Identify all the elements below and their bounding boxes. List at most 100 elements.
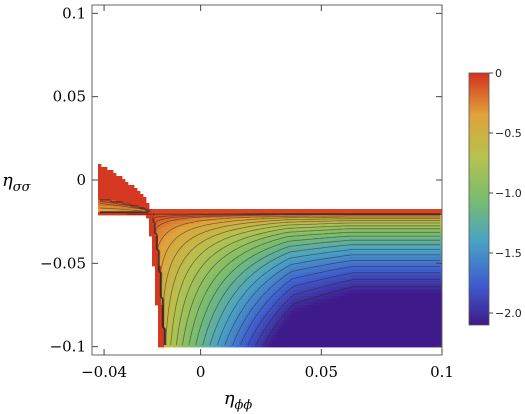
field-cell <box>179 269 183 273</box>
field-cell <box>275 263 279 267</box>
field-cell <box>410 230 414 234</box>
field-cell <box>437 236 441 240</box>
field-cell <box>311 290 315 294</box>
field-cell <box>371 338 375 342</box>
field-cell <box>284 257 288 261</box>
field-cell <box>437 272 441 276</box>
field-cell <box>323 320 327 324</box>
field-cell <box>437 254 441 258</box>
field-cell <box>164 269 168 273</box>
field-cell <box>176 281 180 285</box>
field-cell <box>272 281 276 285</box>
field-cell <box>383 344 387 348</box>
field-cell <box>371 329 375 333</box>
field-cell <box>359 245 363 249</box>
field-cell <box>182 209 186 213</box>
field-cell <box>236 215 240 219</box>
field-cell <box>167 242 171 246</box>
field-cell <box>413 284 417 288</box>
field-cell <box>350 320 354 324</box>
field-cell <box>206 266 210 270</box>
field-cell <box>326 287 330 291</box>
field-cell <box>185 281 189 285</box>
field-cell <box>161 245 165 249</box>
field-cell <box>359 242 363 246</box>
field-cell <box>392 269 396 273</box>
field-cell <box>383 242 387 246</box>
field-cell <box>272 287 276 291</box>
field-cell <box>305 308 309 312</box>
field-cell <box>248 215 252 219</box>
field-cell <box>404 302 408 306</box>
field-cell <box>422 263 426 267</box>
field-cell <box>311 251 315 255</box>
field-cell <box>176 260 180 264</box>
field-cell <box>338 248 342 252</box>
field-cell <box>248 302 252 306</box>
field-cell <box>260 323 264 327</box>
field-cell <box>245 257 249 261</box>
field-cell <box>119 209 123 213</box>
field-cell <box>398 254 402 258</box>
field-cell <box>245 308 249 312</box>
field-cell <box>335 278 339 282</box>
field-cell <box>407 236 411 240</box>
field-cell <box>251 332 255 336</box>
field-cell <box>194 218 198 222</box>
field-cell <box>338 227 342 231</box>
field-cell <box>323 296 327 300</box>
field-cell <box>206 230 210 234</box>
field-cell <box>263 311 267 315</box>
field-cell <box>347 260 351 264</box>
field-cell <box>311 299 315 303</box>
field-cell <box>305 230 309 234</box>
field-cell <box>224 335 228 339</box>
field-cell <box>344 296 348 300</box>
field-cell <box>167 314 171 318</box>
field-cell <box>425 215 429 219</box>
field-cell <box>338 221 342 225</box>
field-cell <box>212 314 216 318</box>
field-cell <box>410 275 414 279</box>
field-cell <box>296 215 300 219</box>
field-cell <box>395 284 399 288</box>
field-cell <box>236 263 240 267</box>
field-cell <box>185 236 189 240</box>
field-cell <box>284 338 288 342</box>
field-cell <box>401 251 405 255</box>
field-cell <box>188 209 192 213</box>
field-cell <box>278 239 282 243</box>
x-tick-label: 0.05 <box>305 363 338 381</box>
field-cell <box>344 308 348 312</box>
field-cell <box>107 206 111 210</box>
field-cell <box>356 233 360 237</box>
field-cell <box>203 212 207 216</box>
field-cell <box>182 254 186 258</box>
field-cell <box>218 269 222 273</box>
contour-line <box>247 272 440 346</box>
field-cell <box>194 284 198 288</box>
field-cell <box>422 254 426 258</box>
field-cell <box>389 266 393 270</box>
field-cell <box>362 230 366 234</box>
field-cell <box>299 242 303 246</box>
field-cell <box>434 296 438 300</box>
field-cell <box>266 281 270 285</box>
field-cell <box>251 287 255 291</box>
field-cell <box>257 278 261 282</box>
field-cell <box>272 275 276 279</box>
field-cell <box>380 233 384 237</box>
field-cell <box>326 221 330 225</box>
field-cell <box>182 332 186 336</box>
field-cell <box>158 293 162 297</box>
field-cell <box>113 176 117 180</box>
field-cell <box>212 251 216 255</box>
field-cell <box>422 341 426 345</box>
field-cell <box>278 218 282 222</box>
field-cell <box>392 302 396 306</box>
field-cell <box>299 290 303 294</box>
field-cell <box>395 257 399 261</box>
field-cell <box>194 227 198 231</box>
field-cell <box>308 260 312 264</box>
field-cell <box>245 209 249 213</box>
